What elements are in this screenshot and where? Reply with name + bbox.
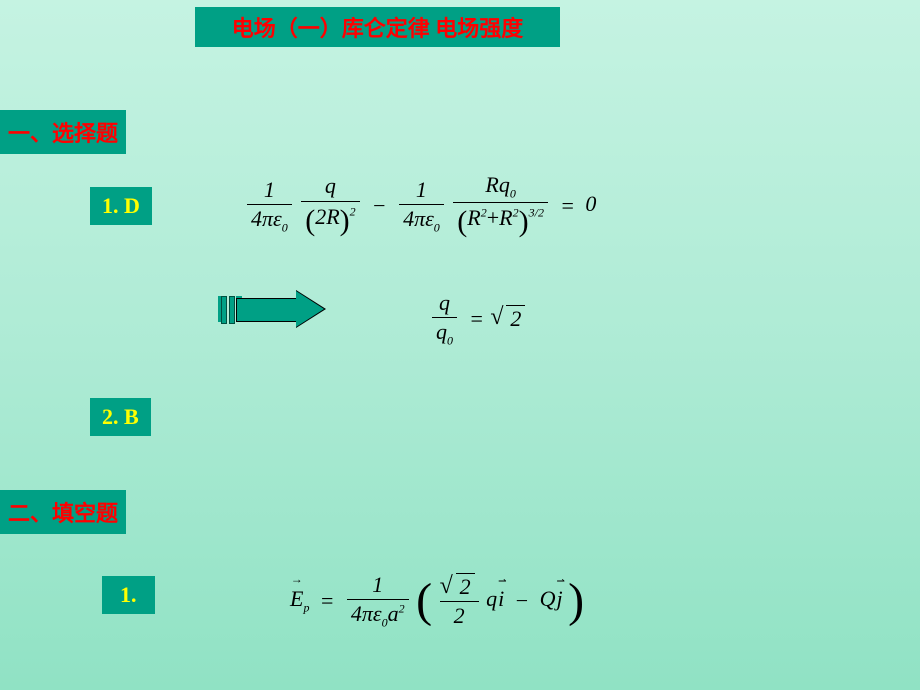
eq2-den-a: q	[436, 319, 447, 344]
eq1-frac2-inner: 2R	[315, 204, 339, 229]
eq1-frac2-num: q	[325, 173, 336, 198]
eq1-frac4-open: (	[457, 205, 467, 238]
eq3-equals: =	[315, 588, 339, 613]
arrow-icon	[218, 290, 328, 328]
eq1-frac4-sup: 3/2	[529, 205, 544, 219]
eq1-frac4-close: )	[519, 205, 529, 238]
eq1-frac3-num: 1	[416, 177, 427, 202]
eq1-frac4-num-a: Rq	[485, 172, 509, 197]
eq3-close-paren: )	[568, 574, 584, 627]
eq3-minus: −	[510, 588, 534, 613]
page-title: 电场（一）库仑定律 电场强度	[195, 7, 560, 47]
eq1-frac4-b: R	[499, 205, 512, 230]
eq2-equals: =	[465, 306, 489, 331]
section-2-header: 二、填空题	[0, 490, 126, 534]
eq3-frac-den-a: 4πε	[351, 601, 382, 626]
eq1-frac1-den-a: 4πε	[251, 206, 282, 231]
eq2-num: q	[439, 290, 450, 315]
eq3-E-sub: p	[303, 601, 309, 615]
eq1-frac4-a: R	[467, 205, 480, 230]
eq3-open-paren: (	[416, 574, 432, 627]
answer-2b: 2. B	[90, 398, 151, 436]
eq3-j-vec: j	[557, 586, 563, 612]
eq1-frac2-open: (	[305, 204, 315, 237]
eq3-frac-num: 1	[372, 572, 383, 597]
eq1-frac2-sup: 2	[350, 204, 356, 218]
eq3-q: q	[486, 586, 497, 611]
eq1-equals: =	[555, 193, 579, 218]
eq3-sqrt: 2	[456, 573, 475, 599]
eq3-Q: Q	[540, 586, 556, 611]
eq1-frac3-den-sub: 0	[434, 221, 440, 235]
section-1-header: 一、选择题	[0, 110, 126, 154]
equation-1: 1 4πε0 q (2R)2 − 1 4πε0 Rq0 (R2+R2)3/2 =…	[245, 172, 596, 240]
answer-fill-1: 1.	[102, 576, 155, 614]
eq1-frac2-close: )	[340, 204, 350, 237]
eq1-frac1-den-sub: 0	[282, 221, 288, 235]
answer-1d: 1. D	[90, 187, 152, 225]
eq2-den-sub: 0	[447, 334, 453, 348]
eq2-sqrt: 2	[506, 305, 525, 331]
eq1-frac4-plus: +	[487, 205, 499, 230]
eq3-E: E	[290, 586, 303, 612]
eq1-frac3-den-a: 4πε	[403, 206, 434, 231]
eq3-i-vec: i	[498, 586, 504, 612]
eq3-inner-den: 2	[454, 603, 465, 628]
eq1-rhs: 0	[585, 191, 596, 216]
eq1-frac4-num-sub: 0	[510, 186, 516, 200]
eq3-frac-den-b-sup: 2	[399, 602, 405, 616]
eq3-frac-den-b: a	[388, 601, 399, 626]
eq1-frac1-num: 1	[264, 177, 275, 202]
equation-2: q q0 = 2	[430, 290, 525, 348]
equation-3: Ep = 1 4πε0a2 ( 2 2 qi − Qj )	[290, 572, 584, 630]
eq1-minus: −	[367, 193, 391, 218]
